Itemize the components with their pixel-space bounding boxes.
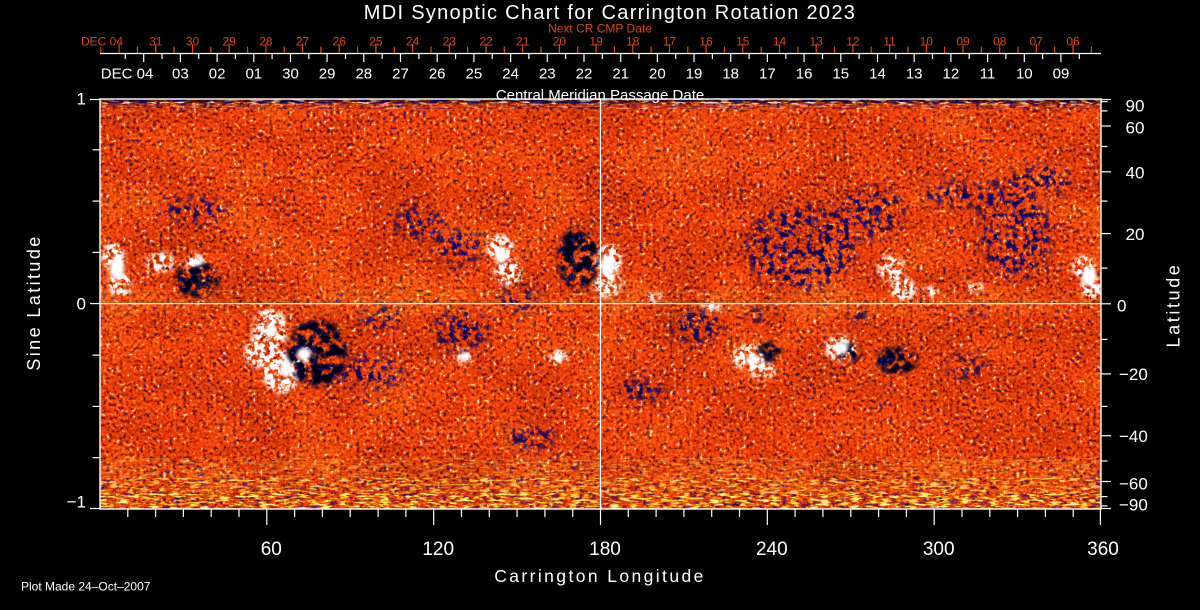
svg-text:02: 02 [209,66,226,83]
svg-text:19: 19 [589,35,603,49]
svg-text:120: 120 [422,539,454,560]
svg-text:−40: −40 [1119,427,1148,446]
svg-text:20: 20 [1126,225,1145,244]
svg-text:−60: −60 [1119,475,1148,494]
svg-text:15: 15 [832,66,849,83]
svg-text:13: 13 [810,35,824,49]
svg-text:−20: −20 [1119,365,1148,384]
svg-text:20: 20 [553,35,567,49]
svg-text:10: 10 [920,35,934,49]
svg-text:21: 21 [612,66,629,83]
svg-text:11: 11 [980,66,996,83]
svg-text:31: 31 [149,35,163,49]
svg-text:27: 27 [392,66,409,83]
svg-text:08: 08 [993,35,1007,49]
svg-text:40: 40 [1126,164,1145,183]
svg-text:01: 01 [245,66,262,83]
svg-text:24: 24 [406,35,420,49]
svg-text:27: 27 [296,35,310,49]
svg-text:03: 03 [172,66,189,83]
svg-text:07: 07 [1030,35,1044,49]
svg-text:Sine Latitude: Sine Latitude [24,234,44,370]
svg-text:16: 16 [699,35,713,49]
svg-text:−90: −90 [1119,496,1148,515]
svg-text:26: 26 [333,35,347,49]
svg-text:0: 0 [1117,297,1126,316]
svg-text:Latitude: Latitude [1164,263,1184,348]
svg-text:60: 60 [1126,119,1145,138]
svg-text:14: 14 [773,35,787,49]
svg-text:06: 06 [1066,35,1080,49]
svg-text:22: 22 [479,35,493,49]
svg-text:0: 0 [77,295,86,314]
svg-text:13: 13 [906,66,923,83]
svg-text:24: 24 [502,66,519,83]
svg-text:1: 1 [77,90,86,109]
svg-text:10: 10 [1016,66,1033,83]
svg-text:Central Meridian Passage Date: Central Meridian Passage Date [496,87,704,104]
svg-text:17: 17 [663,35,677,49]
svg-text:26: 26 [429,66,446,83]
svg-text:Next CR CMP Date: Next CR CMP Date [548,22,652,36]
svg-text:19: 19 [686,66,703,83]
svg-text:12: 12 [943,66,960,83]
svg-text:300: 300 [923,539,955,560]
svg-text:30: 30 [282,66,299,83]
svg-text:23: 23 [443,35,457,49]
svg-text:23: 23 [539,66,556,83]
svg-text:20: 20 [649,66,666,83]
svg-text:14: 14 [869,66,886,83]
svg-text:17: 17 [759,66,776,83]
svg-text:30: 30 [186,35,200,49]
svg-text:29: 29 [319,66,336,83]
svg-text:60: 60 [261,539,282,560]
svg-text:DEC 04: DEC 04 [101,66,154,83]
svg-text:−1: −1 [67,493,86,512]
svg-text:09: 09 [956,35,970,49]
svg-text:18: 18 [722,66,739,83]
svg-text:25: 25 [369,35,383,49]
svg-text:240: 240 [756,539,788,560]
svg-text:28: 28 [355,66,372,83]
svg-text:16: 16 [796,66,813,83]
svg-text:21: 21 [516,35,530,49]
svg-text:18: 18 [626,35,640,49]
svg-text:360: 360 [1087,539,1119,560]
svg-text:25: 25 [466,66,483,83]
svg-text:180: 180 [589,539,621,560]
svg-text:MDI Synoptic Chart for Carring: MDI Synoptic Chart for Carrington Rotati… [364,2,856,24]
svg-text:12: 12 [846,35,860,49]
svg-text:28: 28 [259,35,273,49]
svg-text:Plot Made 24–Oct–2007: Plot Made 24–Oct–2007 [21,580,151,594]
svg-text:15: 15 [736,35,750,49]
svg-text:DEC 04: DEC 04 [81,35,123,49]
svg-text:11: 11 [883,35,896,49]
svg-text:22: 22 [576,66,593,83]
svg-text:29: 29 [223,35,237,49]
svg-text:90: 90 [1126,97,1145,116]
svg-text:09: 09 [1053,66,1070,83]
svg-text:Carrington Longitude: Carrington Longitude [494,566,705,586]
